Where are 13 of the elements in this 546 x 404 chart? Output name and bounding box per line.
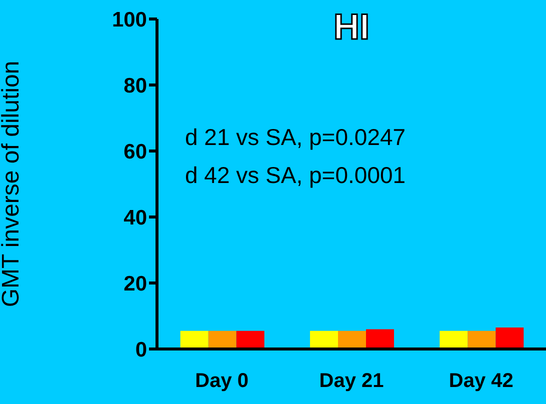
- y-tick-label: 80: [124, 74, 147, 98]
- y-tick-label: 20: [124, 272, 147, 296]
- annotation: d 21 vs SA, p=0.0247: [185, 123, 406, 152]
- chart-title: HI: [332, 6, 370, 48]
- y-tick-label: 60: [124, 140, 147, 164]
- x-tick-label: Day 21: [319, 370, 384, 392]
- y-tick-label: 0: [135, 338, 147, 362]
- annotation: d 42 vs SA, p=0.0001: [185, 161, 406, 190]
- x-tick-label: Day 42: [448, 370, 514, 392]
- y-axis-title: GMT inverse of dilution: [0, 60, 25, 308]
- y-tick-label: 100: [112, 8, 147, 32]
- y-tick-label: 40: [124, 206, 147, 230]
- x-tick-label: Day 0: [195, 370, 249, 392]
